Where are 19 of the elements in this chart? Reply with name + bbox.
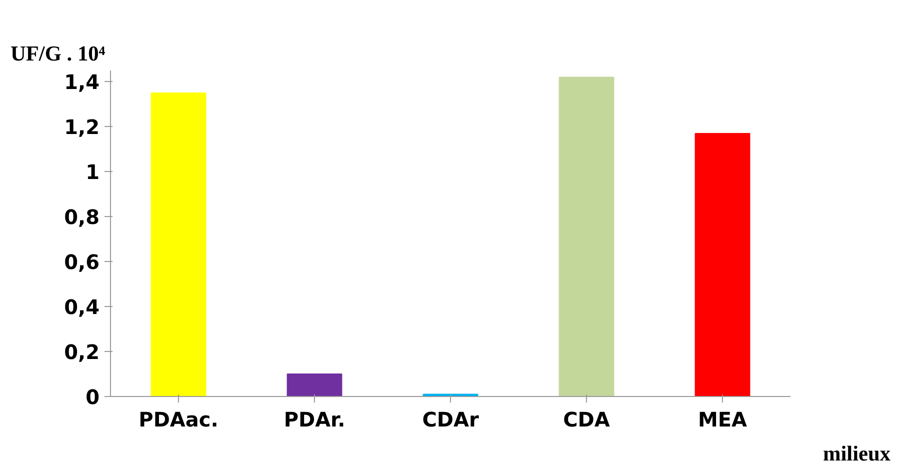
x-tick-label: MEA <box>698 408 748 432</box>
y-tick-label: 0,6 <box>64 250 100 274</box>
y-tick-label: 1,2 <box>64 115 100 140</box>
x-axis-title: milieux <box>822 442 891 466</box>
y-tick-label: 1 <box>86 160 100 184</box>
bar <box>150 92 206 396</box>
bar <box>286 374 342 396</box>
bar <box>694 132 750 396</box>
y-tick-label: 1,4 <box>64 70 100 94</box>
y-tick-label: 0 <box>86 385 100 409</box>
y-tick-label: 0,2 <box>64 340 100 364</box>
y-tick-label: 0,4 <box>64 295 100 320</box>
x-tick-label: CDAr <box>422 408 479 432</box>
x-tick-label: CDA <box>563 408 610 432</box>
bar <box>558 76 614 396</box>
y-tick-label: 0,8 <box>64 205 100 230</box>
x-tick-label: PDAac. <box>138 408 218 432</box>
x-tick-label: PDAr. <box>284 408 346 432</box>
y-axis-title: UF/G . 10⁴ <box>10 42 106 66</box>
